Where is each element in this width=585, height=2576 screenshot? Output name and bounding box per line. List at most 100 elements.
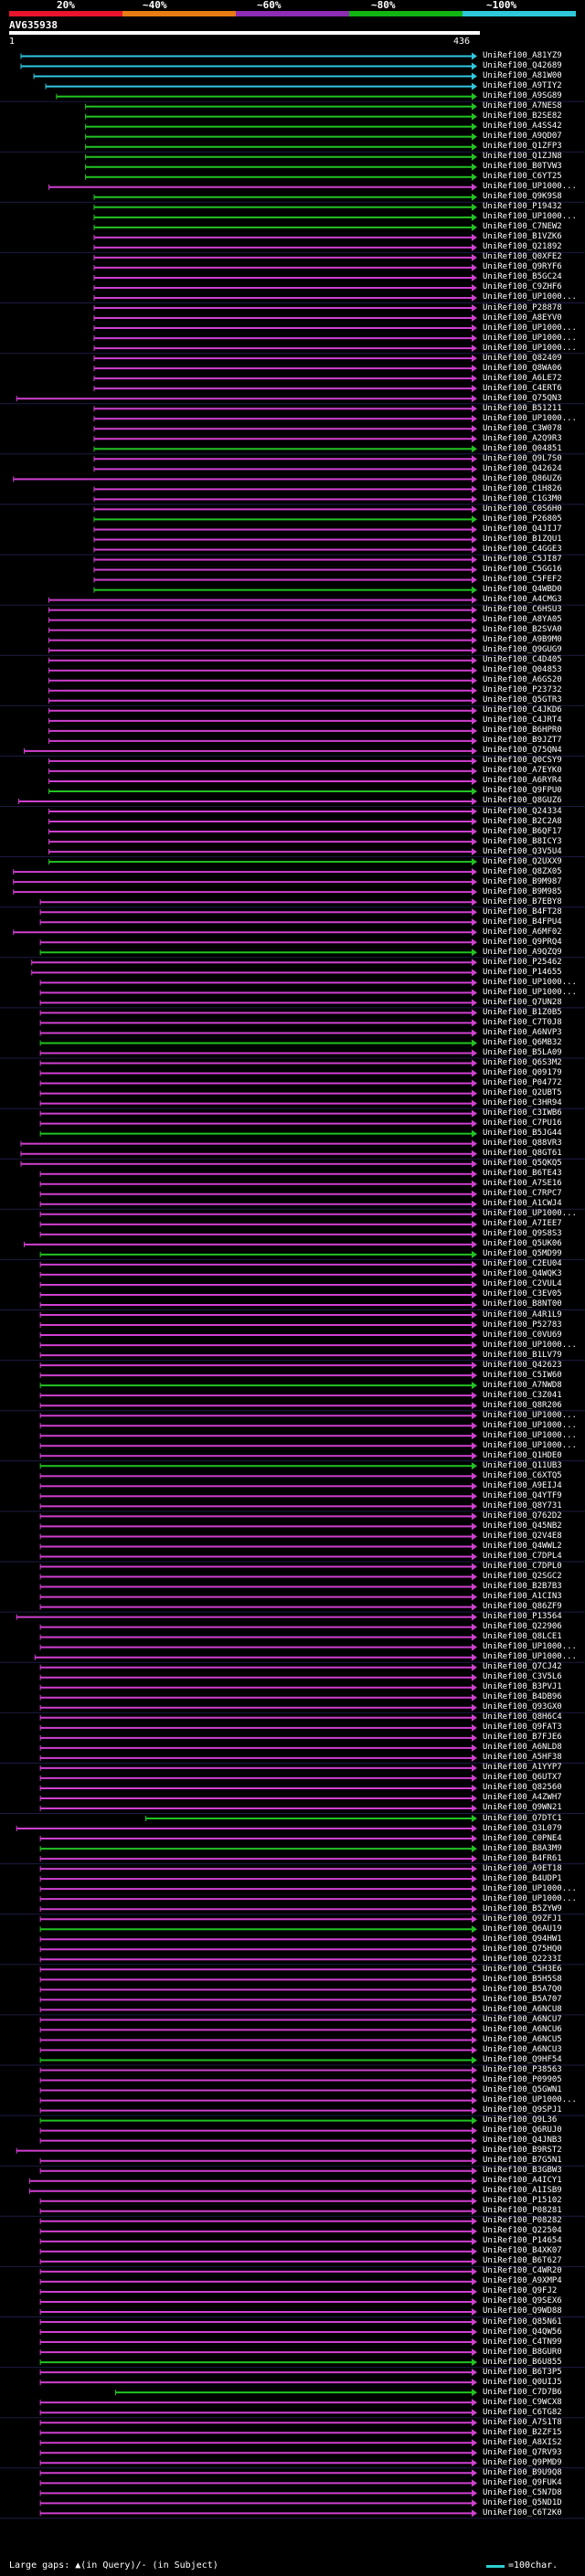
hit-label[interactable]: UniRef100_C6XTQ5 (483, 1470, 562, 1480)
hit-label[interactable]: UniRef100_Q7CJ42 (483, 1662, 562, 1672)
hit-label[interactable]: UniRef100_Q2SGC2 (483, 1572, 562, 1582)
hit-label[interactable]: UniRef100_Q9PRQ4 (483, 937, 562, 947)
hit-label[interactable]: UniRef100_A9EIJ4 (483, 1480, 562, 1490)
hit-label[interactable]: UniRef100_A9ET18 (483, 1863, 562, 1873)
hit-label[interactable]: UniRef100_C7NEW2 (483, 222, 562, 232)
hit-label[interactable]: UniRef100_B7FJE6 (483, 1733, 562, 1743)
hit-label[interactable]: UniRef100_B9JZT7 (483, 736, 562, 746)
hit-label[interactable]: UniRef100_Q6UTX7 (483, 1773, 562, 1783)
hit-label[interactable]: UniRef100_C0VU69 (483, 1330, 562, 1340)
hit-label[interactable]: UniRef100_Q9RYF6 (483, 262, 562, 272)
hit-label[interactable]: UniRef100_Q9L7S0 (483, 453, 562, 463)
hit-label[interactable]: UniRef100_Q85N61 (483, 2316, 562, 2327)
hit-label[interactable]: UniRef100_C7PU16 (483, 1118, 562, 1129)
hit-label[interactable]: UniRef100_C9ZHF6 (483, 282, 562, 292)
hit-label[interactable]: UniRef100_Q9WD88 (483, 2306, 562, 2316)
hit-label[interactable]: UniRef100_Q9HF54 (483, 2054, 562, 2064)
hit-label[interactable]: UniRef100_A6NCU3 (483, 2044, 562, 2054)
hit-label[interactable]: UniRef100_UP1000... (483, 977, 577, 987)
hit-label[interactable]: UniRef100_Q5MD99 (483, 1249, 562, 1259)
hit-label[interactable]: UniRef100_A7IEE7 (483, 1219, 562, 1229)
hit-label[interactable]: UniRef100_Q7RV93 (483, 2447, 562, 2457)
hit-label[interactable]: UniRef100_A9TIY2 (483, 81, 562, 91)
hit-label[interactable]: UniRef100_B9M985 (483, 886, 562, 896)
hit-label[interactable]: UniRef100_B7EBY8 (483, 896, 562, 906)
hit-label[interactable]: UniRef100_B6T627 (483, 2256, 562, 2266)
hit-label[interactable]: UniRef100_UP1000... (483, 413, 577, 423)
hit-label[interactable]: UniRef100_UP1000... (483, 343, 577, 353)
hit-label[interactable]: UniRef100_A7NWD8 (483, 1380, 562, 1390)
hit-label[interactable]: UniRef100_Q5GTR3 (483, 695, 562, 705)
hit-label[interactable]: UniRef100_Q86UZ6 (483, 473, 562, 483)
hit-label[interactable]: UniRef100_B4FPU4 (483, 917, 562, 927)
hit-label[interactable]: UniRef100_Q4YTF9 (483, 1490, 562, 1500)
hit-label[interactable]: UniRef100_C5IW60 (483, 1370, 562, 1380)
hit-label[interactable]: UniRef100_Q09179 (483, 1068, 562, 1078)
hit-label[interactable]: UniRef100_A9SG89 (483, 91, 562, 101)
hit-label[interactable]: UniRef100_Q86ZF9 (483, 1602, 562, 1612)
hit-label[interactable]: UniRef100_A4ZWH7 (483, 1793, 562, 1803)
hit-label[interactable]: UniRef100_B8NT00 (483, 1299, 562, 1309)
hit-label[interactable]: UniRef100_Q9K9S8 (483, 192, 562, 202)
hit-label[interactable]: UniRef100_Q8R206 (483, 1400, 562, 1410)
hit-label[interactable]: UniRef100_UP1000... (483, 987, 577, 997)
hit-label[interactable]: UniRef100_Q6S3M2 (483, 1058, 562, 1067)
hit-label[interactable]: UniRef100_Q8LCE1 (483, 1632, 562, 1642)
hit-label[interactable]: UniRef100_Q04851 (483, 443, 562, 453)
hit-label[interactable]: UniRef100_Q5UK06 (483, 1239, 562, 1249)
hit-label[interactable]: UniRef100_C6T2K0 (483, 2507, 562, 2518)
hit-label[interactable]: UniRef100_C7T0J8 (483, 1017, 562, 1027)
hit-label[interactable]: UniRef100_Q24334 (483, 806, 562, 816)
hit-label[interactable]: UniRef100_P15102 (483, 2196, 562, 2206)
hit-label[interactable]: UniRef100_Q4JIJ7 (483, 524, 562, 534)
hit-label[interactable]: UniRef100_Q5GWN1 (483, 2085, 562, 2095)
hit-label[interactable]: UniRef100_A1ISB9 (483, 2186, 562, 2196)
hit-label[interactable]: UniRef100_UP1000... (483, 2095, 577, 2105)
hit-label[interactable]: UniRef100_B9U9Q8 (483, 2467, 562, 2477)
hit-label[interactable]: UniRef100_Q45NB2 (483, 1521, 562, 1531)
hit-label[interactable]: UniRef100_C0S6H0 (483, 504, 562, 514)
hit-label[interactable]: UniRef100_A6NCU7 (483, 2014, 562, 2024)
hit-label[interactable]: UniRef100_A7S1T8 (483, 2417, 562, 2427)
hit-label[interactable]: UniRef100_C7D7B6 (483, 2387, 562, 2397)
hit-label[interactable]: UniRef100_A6NLD8 (483, 1743, 562, 1753)
hit-label[interactable]: UniRef100_Q9L36 (483, 2115, 558, 2125)
hit-label[interactable]: UniRef100_A81W00 (483, 71, 562, 81)
hit-label[interactable]: UniRef100_UP1000... (483, 212, 577, 222)
hit-label[interactable]: UniRef100_Q04853 (483, 665, 562, 675)
hit-label[interactable]: UniRef100_B4DB96 (483, 1692, 562, 1702)
hit-label[interactable]: UniRef100_B8GUR0 (483, 2347, 562, 2357)
hit-label[interactable]: UniRef100_B6HPR0 (483, 726, 562, 736)
hit-label[interactable]: UniRef100_B3PVJ1 (483, 1682, 562, 1692)
hit-label[interactable]: UniRef100_Q4WBD0 (483, 585, 562, 595)
hit-label[interactable]: UniRef100_A8EYV0 (483, 313, 562, 323)
hit-label[interactable]: UniRef100_A6NVP3 (483, 1027, 562, 1037)
hit-label[interactable]: UniRef100_P14655 (483, 967, 562, 977)
hit-label[interactable]: UniRef100_B1Z0B5 (483, 1007, 562, 1017)
hit-label[interactable]: UniRef100_B1ZQU1 (483, 534, 562, 544)
hit-label[interactable]: UniRef100_Q75QN3 (483, 393, 562, 403)
hit-label[interactable]: UniRef100_Q9SEX6 (483, 2296, 562, 2306)
hit-label[interactable]: UniRef100_B3GBW3 (483, 2166, 562, 2176)
hit-label[interactable]: UniRef100_Q93GX0 (483, 1702, 562, 1712)
hit-label[interactable]: UniRef100_Q4WWL2 (483, 1541, 562, 1551)
hit-label[interactable]: UniRef100_B4UDP1 (483, 1873, 562, 1883)
hit-label[interactable]: UniRef100_Q82409 (483, 353, 562, 363)
hit-label[interactable]: UniRef100_Q2V4E8 (483, 1531, 562, 1541)
hit-label[interactable]: UniRef100_Q4JNB3 (483, 2136, 562, 2146)
hit-label[interactable]: UniRef100_B5ZYW9 (483, 1903, 562, 1913)
hit-label[interactable]: UniRef100_Q5ND1D (483, 2497, 562, 2507)
hit-label[interactable]: UniRef100_C1H826 (483, 483, 562, 493)
hit-label[interactable]: UniRef100_UP1000... (483, 333, 577, 343)
hit-label[interactable]: UniRef100_A2Q9R3 (483, 433, 562, 443)
hit-label[interactable]: UniRef100_B51211 (483, 403, 562, 413)
hit-label[interactable]: UniRef100_A4CMG3 (483, 595, 562, 605)
hit-label[interactable]: UniRef100_C7DPL0 (483, 1562, 562, 1571)
hit-label[interactable]: UniRef100_A8YA05 (483, 615, 562, 625)
hit-label[interactable]: UniRef100_UP1000... (483, 1430, 577, 1440)
hit-label[interactable]: UniRef100_C4ERT6 (483, 383, 562, 393)
hit-label[interactable]: UniRef100_Q0UIJ5 (483, 2377, 562, 2387)
hit-label[interactable]: UniRef100_Q7DTC1 (483, 1813, 562, 1823)
hit-label[interactable]: UniRef100_A81YZ9 (483, 51, 562, 60)
hit-label[interactable]: UniRef100_UP1000... (483, 292, 577, 302)
